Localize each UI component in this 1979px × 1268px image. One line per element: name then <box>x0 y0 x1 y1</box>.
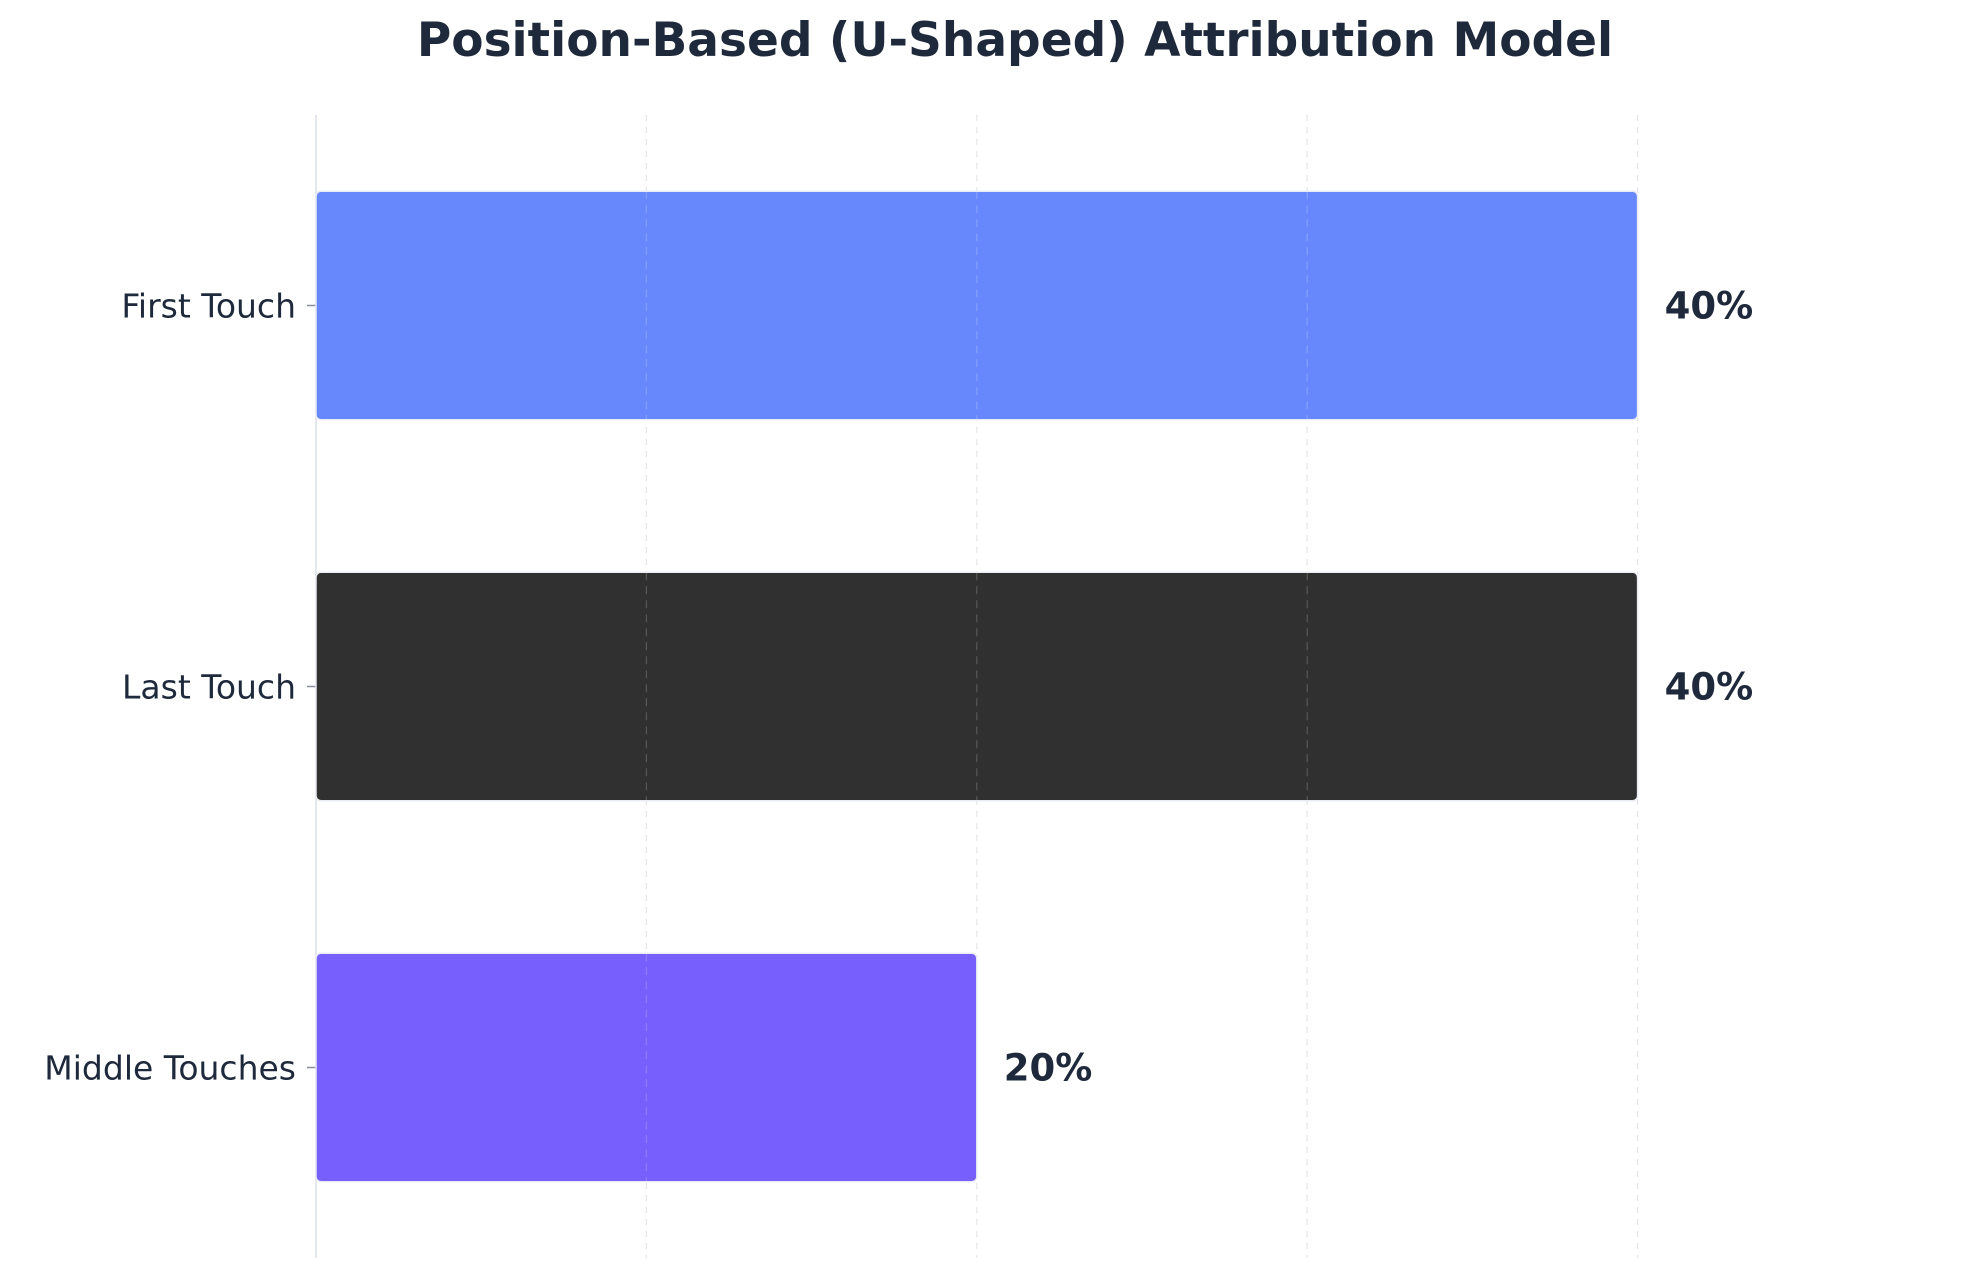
bar-first-touch <box>315 190 1639 421</box>
value-label: 20% <box>1004 1047 1093 1090</box>
bar-middle-touches <box>315 952 978 1183</box>
value-label: 40% <box>1665 285 1754 328</box>
labels: First Touch 40% Last Touch 40% Middle Touche… <box>44 285 1753 1090</box>
axes <box>307 115 317 1258</box>
bars <box>315 190 1639 1183</box>
gridline-overlay <box>645 191 1308 1182</box>
y-tick-label: First Touch <box>121 287 296 326</box>
chart-title: Position-Based (U-Shaped) Attribution Mo… <box>417 13 1613 68</box>
y-tick-label: Last Touch <box>122 668 296 707</box>
y-tick-label: Middle Touches <box>44 1049 296 1088</box>
value-label: 40% <box>1665 666 1754 709</box>
bar-last-touch <box>315 571 1639 802</box>
